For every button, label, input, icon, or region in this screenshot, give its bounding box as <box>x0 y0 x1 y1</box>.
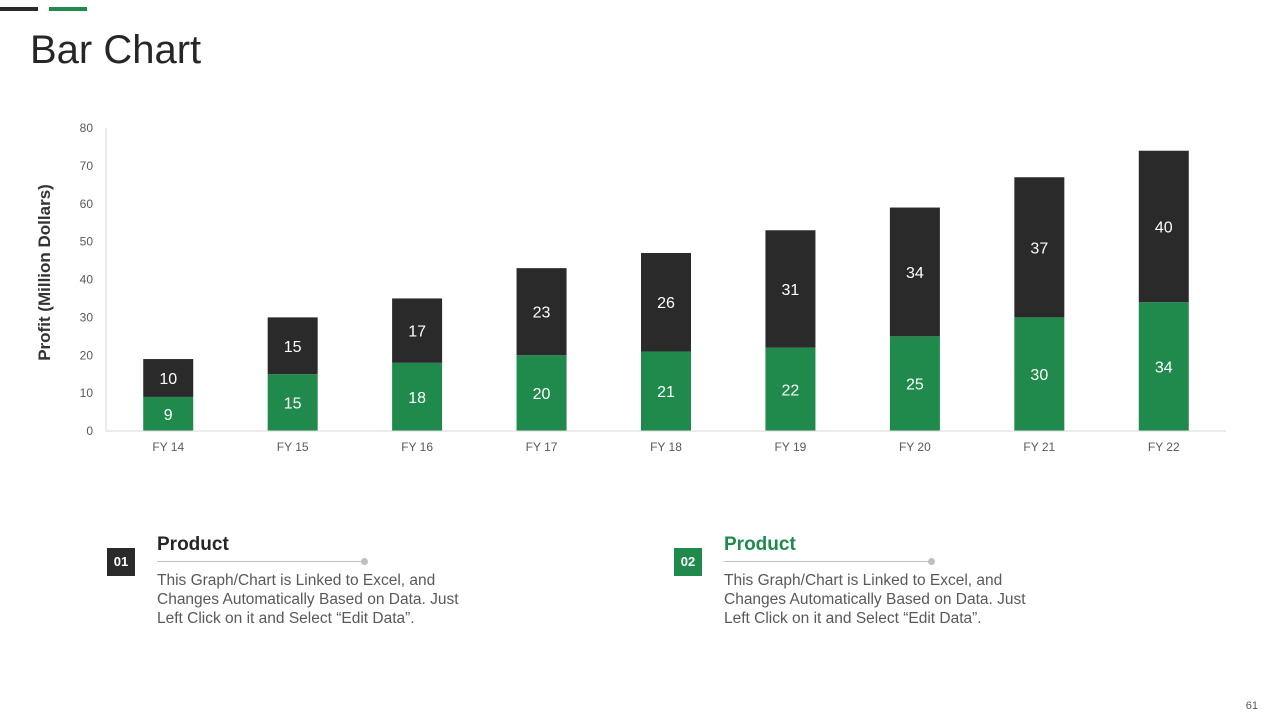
y-tick-label: 80 <box>80 121 94 135</box>
data-label: 15 <box>284 396 302 413</box>
bar-segment-green <box>516 355 567 431</box>
x-tick-label: FY 18 <box>650 440 682 454</box>
bar-segment-green <box>392 362 443 431</box>
data-label: 18 <box>408 390 426 407</box>
bar-segment-dark <box>889 207 940 337</box>
data-label: 20 <box>533 386 551 403</box>
y-tick-label: 40 <box>80 273 94 287</box>
data-label: 21 <box>657 384 675 401</box>
info-heading: Product <box>157 534 229 555</box>
x-tick-label: FY 17 <box>526 440 558 454</box>
y-tick-label: 10 <box>80 386 94 400</box>
bar-segment-dark <box>1014 177 1065 318</box>
y-tick-label: 20 <box>80 348 94 362</box>
page-number: 61 <box>1245 700 1258 712</box>
x-tick-label: FY 19 <box>775 440 807 454</box>
y-tick-label: 50 <box>80 235 94 249</box>
data-label: 40 <box>1155 219 1173 236</box>
bar-segment-dark <box>392 298 443 363</box>
bar-segment-dark <box>516 268 567 356</box>
stacked-bar-chart[interactable]: 0 10 20 30 40 50 60 70 80 9 10 15 15 18 17 20 23 21 26 22 3… <box>0 0 1280 480</box>
divider-dot <box>361 558 368 565</box>
x-tick-label: FY 15 <box>277 440 309 454</box>
bar-segment-dark <box>1138 150 1189 303</box>
number-badge: 02 <box>674 548 702 576</box>
y-axis-title: Profit (Million Dollars) <box>35 184 54 361</box>
accent-bar-dark <box>0 7 38 11</box>
data-label: 26 <box>657 295 675 312</box>
accent-bar-green <box>49 7 87 11</box>
y-tick-label: 0 <box>86 424 93 438</box>
bars: 9 10 15 15 18 17 20 23 21 26 22 31 25 34 30 37 34 40 <box>143 150 1189 431</box>
x-tick-label: FY 14 <box>152 440 184 454</box>
data-label: 34 <box>1155 360 1173 377</box>
info-description: This Graph/Chart is Linked to Excel, and… <box>724 572 1026 627</box>
bar-segment-green <box>143 396 194 431</box>
divider-line <box>157 561 364 562</box>
bar-segment-dark <box>267 317 318 375</box>
y-axis-ticks: 0 10 20 30 40 50 60 70 80 <box>80 121 94 438</box>
y-tick-label: 30 <box>80 310 94 324</box>
bar-segment-green <box>1014 317 1065 431</box>
x-tick-label: FY 16 <box>401 440 433 454</box>
x-tick-label: FY 20 <box>899 440 931 454</box>
y-tick-label: 70 <box>80 159 94 173</box>
data-label: 9 <box>164 407 173 424</box>
bar-segment-green <box>1138 302 1189 431</box>
data-label: 31 <box>782 282 800 299</box>
bar-segment-dark <box>143 359 194 397</box>
divider-dot <box>928 558 935 565</box>
data-label: 37 <box>1030 240 1048 257</box>
divider-line <box>724 561 931 562</box>
data-label: 30 <box>1030 367 1048 384</box>
x-tick-label: FY 21 <box>1023 440 1055 454</box>
data-label: 22 <box>782 382 800 399</box>
x-axis-ticks: FY 14 FY 15 FY 16 FY 17 FY 18 FY 19 FY 20 FY 21… <box>152 440 1180 454</box>
data-label: 15 <box>284 339 302 356</box>
bar-segment-green <box>889 336 940 431</box>
number-badge: 01 <box>107 548 135 576</box>
info-description: This Graph/Chart is Linked to Excel, and… <box>157 572 459 627</box>
data-label: 17 <box>408 324 426 341</box>
bar-segment-dark <box>765 230 816 348</box>
bar-segment-green <box>267 374 318 431</box>
data-label: 10 <box>159 371 177 388</box>
y-tick-label: 60 <box>80 197 94 211</box>
data-label: 23 <box>533 305 551 322</box>
bar-segment-green <box>765 347 816 431</box>
data-label: 25 <box>906 377 924 394</box>
data-label: 34 <box>906 265 924 282</box>
x-tick-label: FY 22 <box>1148 440 1180 454</box>
page-title: Bar Chart <box>30 28 202 72</box>
info-heading: Product <box>724 534 796 555</box>
bar-segment-dark <box>641 252 691 352</box>
bar-segment-green <box>641 351 691 431</box>
